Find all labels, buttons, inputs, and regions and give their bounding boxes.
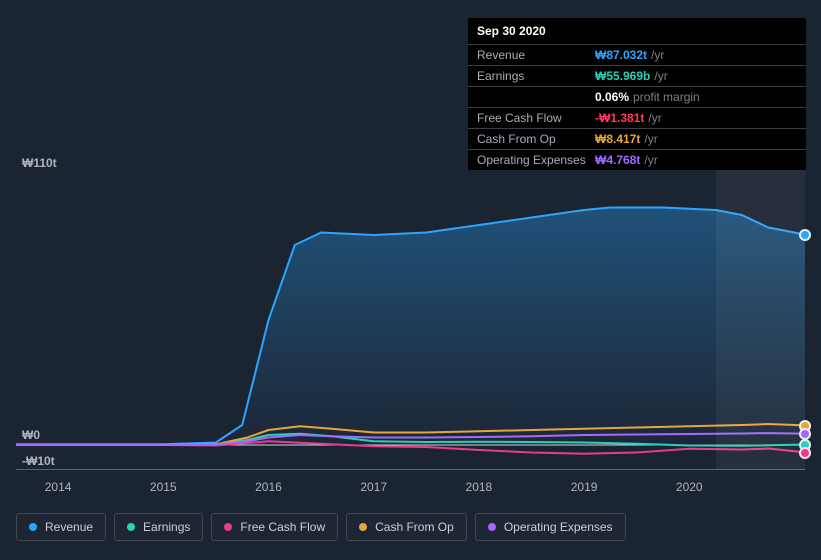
tooltip-row-suffix: /yr [644, 153, 657, 167]
series-area-revenue [16, 208, 805, 446]
chart-tooltip: Sep 30 2020 Revenue₩87.032t/yrEarnings₩5… [468, 18, 806, 170]
chart-legend: Revenue Earnings Free Cash Flow Cash From O… [16, 513, 626, 541]
legend-item-free-cash-flow[interactable]: Free Cash Flow [211, 513, 338, 541]
tooltip-row-amount: 0.06% [595, 90, 629, 104]
tooltip-row-label: Earnings [477, 69, 595, 83]
legend-item-label: Operating Expenses [504, 520, 613, 534]
tooltip-row-label: Operating Expenses [477, 153, 595, 167]
legend-dot-icon [29, 523, 37, 531]
x-tick-label: 2016 [255, 480, 282, 494]
tooltip-row-value: -₩1.381t/yr [595, 111, 662, 125]
tooltip-rows: Revenue₩87.032t/yrEarnings₩55.969b/yr0.0… [468, 45, 806, 170]
tooltip-row-amount: ₩4.768t [595, 153, 640, 167]
tooltip-row-label: Free Cash Flow [477, 111, 595, 125]
legend-item-label: Earnings [143, 520, 190, 534]
x-tick-label: 2017 [360, 480, 387, 494]
hover-highlight-band [716, 170, 805, 470]
legend-item-label: Free Cash Flow [240, 520, 325, 534]
tooltip-row-value: ₩8.417t/yr [595, 132, 658, 146]
tooltip-row: Operating Expenses₩4.768t/yr [468, 150, 806, 170]
tooltip-row-label [477, 90, 595, 104]
series-end-dot [799, 447, 811, 459]
chart-plot-area[interactable] [16, 170, 805, 470]
tooltip-row-amount: ₩87.032t [595, 48, 647, 62]
legend-item-revenue[interactable]: Revenue [16, 513, 106, 541]
x-axis: 2014 2015 2016 2017 2018 2019 2020 [16, 480, 805, 500]
x-tick-label: 2014 [45, 480, 72, 494]
tooltip-row-suffix: /yr [648, 111, 661, 125]
legend-item-label: Cash From Op [375, 520, 454, 534]
series-end-dot [799, 428, 811, 440]
tooltip-row-value: 0.06% profit margin [595, 90, 700, 104]
chart-svg [16, 170, 805, 470]
x-tick-label: 2020 [676, 480, 703, 494]
tooltip-row-value: ₩55.969b/yr [595, 69, 668, 83]
tooltip-row-value: ₩4.768t/yr [595, 153, 658, 167]
tooltip-row-suffix: /yr [644, 132, 657, 146]
tooltip-row: Free Cash Flow-₩1.381t/yr [468, 108, 806, 129]
tooltip-row: Cash From Op₩8.417t/yr [468, 129, 806, 150]
series-end-dot [799, 229, 811, 241]
x-tick-label: 2018 [466, 480, 493, 494]
legend-item-label: Revenue [45, 520, 93, 534]
legend-dot-icon [224, 523, 232, 531]
legend-dot-icon [488, 523, 496, 531]
legend-dot-icon [359, 523, 367, 531]
tooltip-row: Earnings₩55.969b/yr [468, 66, 806, 87]
x-tick-label: 2019 [571, 480, 598, 494]
tooltip-row-label: Cash From Op [477, 132, 595, 146]
x-tick-label: 2015 [150, 480, 177, 494]
tooltip-row-value: ₩87.032t/yr [595, 48, 664, 62]
tooltip-row-suffix: profit margin [633, 90, 700, 104]
legend-item-operating-expenses[interactable]: Operating Expenses [475, 513, 626, 541]
tooltip-row-label: Revenue [477, 48, 595, 62]
y-tick-label: ₩110t [22, 156, 57, 170]
tooltip-row: 0.06% profit margin [468, 87, 806, 108]
tooltip-row-amount: ₩8.417t [595, 132, 640, 146]
tooltip-row: Revenue₩87.032t/yr [468, 45, 806, 66]
tooltip-row-amount: ₩55.969b [595, 69, 650, 83]
tooltip-row-suffix: /yr [654, 69, 667, 83]
legend-item-earnings[interactable]: Earnings [114, 513, 203, 541]
tooltip-row-amount: -₩1.381t [595, 111, 644, 125]
tooltip-row-suffix: /yr [651, 48, 664, 62]
tooltip-date: Sep 30 2020 [468, 18, 806, 45]
legend-dot-icon [127, 523, 135, 531]
legend-item-cash-from-op[interactable]: Cash From Op [346, 513, 467, 541]
